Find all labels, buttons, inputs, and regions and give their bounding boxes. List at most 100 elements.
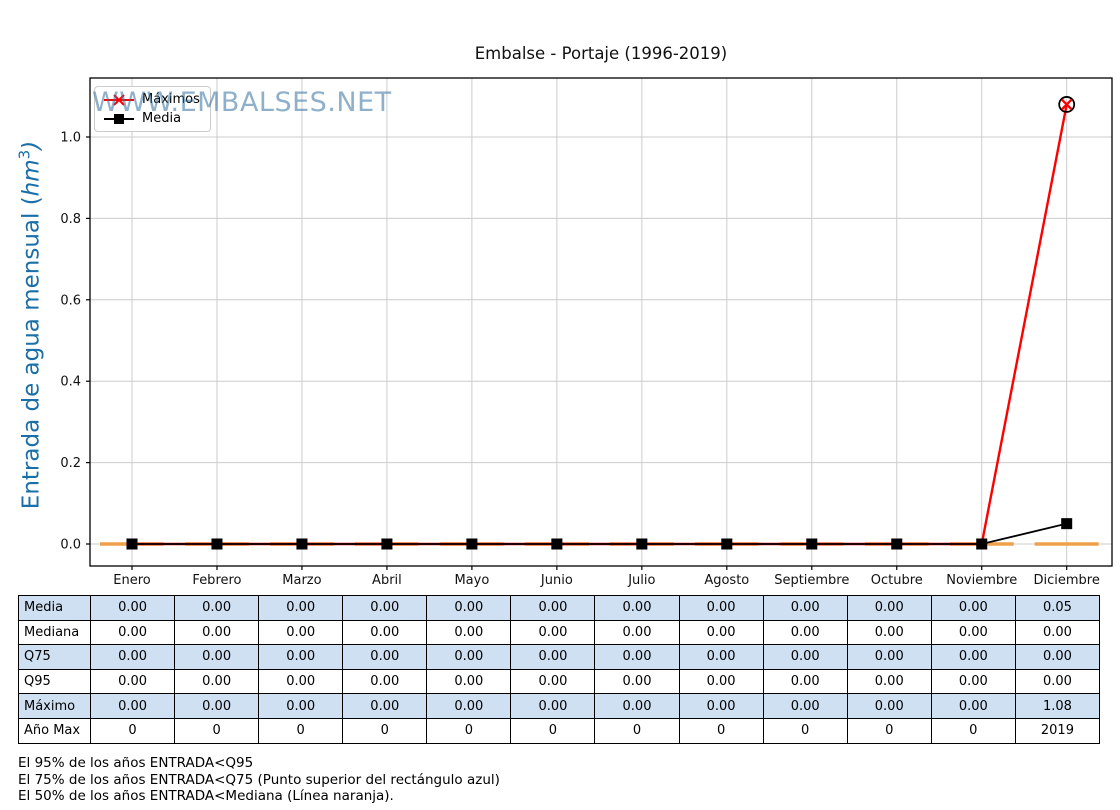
maximos-legend-sample: [104, 93, 134, 106]
table-cell: 0.00: [89, 595, 176, 621]
max-point-x: [1060, 98, 1073, 111]
row-label: Año Max: [18, 717, 91, 744]
media-line: [132, 522, 1067, 545]
plot-border: [89, 77, 1113, 567]
table-cell: 0: [678, 717, 764, 744]
media-marker: [296, 538, 308, 550]
y-tick-label: 0.8: [60, 212, 81, 227]
media-marker: [891, 538, 903, 550]
media-marker: [381, 538, 393, 550]
table-cell: 0.00: [174, 595, 260, 621]
table-cell: 0.00: [594, 595, 680, 621]
table-cell: 2019: [1014, 717, 1101, 744]
table-cell: 0.00: [258, 644, 344, 670]
table-cell: 0: [930, 717, 1016, 744]
y-tick-label: 0.4: [60, 375, 81, 390]
table-cell: 0.00: [678, 668, 764, 695]
table-cell: 0.00: [846, 693, 932, 719]
table-cell: 0.00: [930, 693, 1016, 719]
table-cell: 0: [426, 717, 512, 744]
row-label: Máximo: [18, 693, 91, 719]
row-label: Q75: [18, 644, 91, 670]
table-cell: 0.00: [89, 619, 176, 646]
table-row-a-o-max: Año Max 0 0 0 0 0 0 0 0 0 0 0 2019: [18, 717, 1101, 744]
footer-notes: El 95% de los años ENTRADA<Q95 El 75% de…: [18, 755, 500, 805]
table-row-q95: Q95 0.00 0.00 0.00 0.00 0.00 0.00 0.00 0.00 0.00 0…: [18, 668, 1101, 695]
media-marker: [636, 538, 648, 550]
table-row-m-ximo: Máximo 0.00 0.00 0.00 0.00 0.00 0.00 0.00 0.00 0.…: [18, 693, 1101, 719]
x-tick-label: Noviembre: [946, 573, 1017, 588]
table-cell: 0.00: [342, 668, 428, 695]
table-cell: 0.00: [1014, 644, 1101, 670]
row-label: Mediana: [18, 619, 91, 646]
table-cell: 0: [258, 717, 344, 744]
media-marker: [721, 538, 733, 550]
table-cell: 1.08: [1014, 693, 1101, 719]
media-legend-sample: [104, 113, 134, 124]
table-cell: 0.00: [930, 644, 1016, 670]
table-row-media: Media 0.00 0.00 0.00 0.00 0.00 0.00 0.00 0.00 0.0…: [18, 595, 1101, 621]
table-cell: 0.00: [174, 668, 260, 695]
table-cell: 0.00: [678, 619, 764, 646]
x-tick-label: Diciembre: [1034, 573, 1100, 588]
table-cell: 0.00: [258, 668, 344, 695]
media-marker: [976, 538, 988, 550]
x-tick-label: Junio: [540, 573, 573, 588]
table-cell: 0.00: [510, 693, 596, 719]
x-tick-label: Marzo: [282, 573, 321, 588]
table-cell: 0.00: [89, 693, 176, 719]
y-tick-label: 0.2: [60, 456, 81, 471]
x-tick-label: Julio: [627, 573, 655, 588]
table-cell: 0: [762, 717, 848, 744]
table-cell: 0.00: [1014, 619, 1101, 646]
x-tick-label: Septiembre: [774, 573, 849, 588]
media-marker: [1061, 518, 1073, 530]
maximos-line: [132, 104, 1068, 546]
table-cell: 0: [510, 717, 596, 744]
table-cell: 0.00: [510, 595, 596, 621]
table-cell: 0.00: [762, 668, 848, 695]
table-cell: 0.00: [846, 619, 932, 646]
media-marker: [466, 538, 478, 550]
x-tick-label: Abril: [372, 573, 402, 588]
row-label: Media: [18, 595, 91, 621]
table-cell: 0.00: [678, 693, 764, 719]
x-tick-label: Enero: [113, 573, 151, 588]
table-cell: 0.00: [762, 644, 848, 670]
table-cell: 0.00: [426, 619, 512, 646]
table-cell: 0.00: [846, 668, 932, 695]
legend-label-media: Media: [142, 111, 182, 126]
table-cell: 0.00: [594, 668, 680, 695]
table-cell: 0.00: [846, 595, 932, 621]
max-point-circle: [1058, 96, 1076, 113]
table-cell: 0: [89, 717, 176, 744]
table-cell: 0.00: [930, 619, 1016, 646]
y-tick-label: 0.0: [60, 538, 81, 553]
x-tick-label: Agosto: [704, 573, 749, 588]
table-cell: 0.00: [594, 619, 680, 646]
table-cell: 0: [174, 717, 260, 744]
x-tick-label: Febrero: [192, 573, 241, 588]
note-mediana: El 50% de los años ENTRADA<Mediana (Líne…: [18, 788, 394, 804]
table-cell: 0.00: [174, 693, 260, 719]
table-cell: 0.00: [594, 693, 680, 719]
chart-title: Embalse - Portaje (1996-2019): [474, 44, 728, 63]
table-cell: 0.00: [510, 644, 596, 670]
table-cell: 0.00: [510, 668, 596, 695]
y-tick-label: 1.0: [60, 131, 81, 146]
note-q75: El 75% de los años ENTRADA<Q75 (Punto su…: [18, 771, 500, 788]
x-tick-label: Octubre: [871, 573, 923, 588]
table-cell: 0.00: [930, 668, 1016, 695]
table-cell: 0: [594, 717, 680, 744]
table-row-q75: Q75 0.00 0.00 0.00 0.00 0.00 0.00 0.00 0.00 0.00 0…: [18, 644, 1101, 670]
table-cell: 0.00: [594, 644, 680, 670]
table-cell: 0.00: [174, 644, 260, 670]
table-cell: 0.00: [174, 619, 260, 646]
table-cell: 0.00: [678, 595, 764, 621]
table-cell: 0.00: [258, 619, 344, 646]
chart-plot-area: 0.0 0.2 0.4 0.6 0.8 1.0 Enero Febrero Marzo Abril…: [60, 77, 1113, 588]
table-cell: 0.00: [930, 595, 1016, 621]
legend-label-maximos: Máximos: [142, 92, 200, 107]
table-cell: 0.00: [1014, 668, 1101, 695]
